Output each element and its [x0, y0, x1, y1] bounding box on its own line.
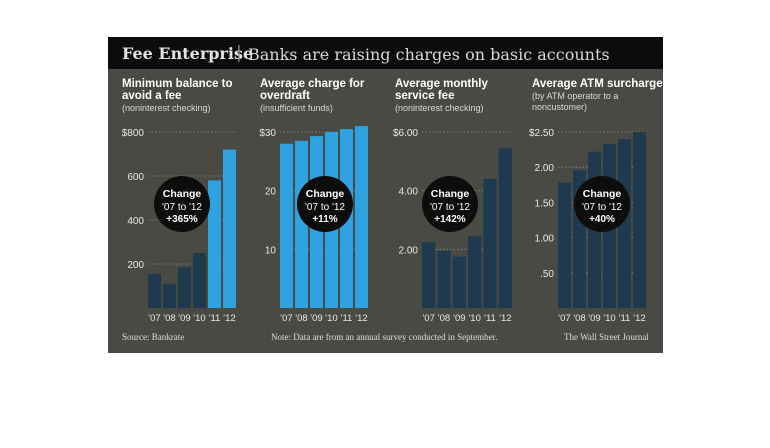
- panel-title: overdraft: [260, 90, 310, 102]
- y-tick-label: 1.50: [535, 198, 555, 209]
- panel-subtitle: (noninterest checking): [395, 103, 484, 113]
- change-label: Change: [163, 188, 202, 200]
- x-tick-label: '10: [603, 313, 615, 324]
- graphic-title: Fee Enterprise: [122, 44, 254, 63]
- change-period: '07 to '12: [430, 202, 470, 213]
- bar: [223, 149, 236, 308]
- title-separator: |: [236, 43, 242, 63]
- graphic-subtitle: Banks are raising charges on basic accou…: [248, 45, 610, 64]
- change-label: Change: [431, 188, 470, 200]
- bar: [208, 180, 221, 308]
- x-tick-label: '12: [633, 313, 645, 324]
- bar: [280, 143, 293, 308]
- panel-title: Minimum balance to: [122, 78, 233, 90]
- y-tick-label: 400: [127, 216, 144, 227]
- change-period: '07 to '12: [162, 202, 202, 213]
- title-bar: Fee Enterprise | Banks are raising charg…: [108, 37, 663, 69]
- bar: [633, 132, 646, 308]
- y-tick-label: 4.00: [399, 187, 419, 198]
- credit-line: The Wall Street Journal: [564, 332, 649, 342]
- x-tick-label: '12: [499, 313, 511, 324]
- x-tick-label: '08: [295, 313, 307, 324]
- panel-subtitle: (noninterest checking): [122, 103, 211, 113]
- change-value: +142%: [434, 214, 466, 225]
- bar: [558, 182, 571, 308]
- change-period: '07 to '12: [582, 202, 622, 213]
- x-tick-label: '07: [422, 313, 434, 324]
- y-tick-label: 2.00: [535, 163, 555, 174]
- change-circle: [574, 176, 630, 232]
- y-tick-label: $800: [122, 128, 145, 139]
- x-tick-label: '09: [178, 313, 190, 324]
- y-tick-label: .50: [540, 269, 554, 280]
- bar: [468, 236, 482, 308]
- bar: [618, 139, 631, 308]
- survey-note: Note: Data are from an annual survey con…: [271, 332, 498, 342]
- x-tick-label: '08: [573, 313, 585, 324]
- bar: [483, 178, 497, 308]
- y-tick-label: 1.00: [535, 234, 555, 245]
- x-tick-label: '07: [558, 313, 570, 324]
- bar: [178, 267, 191, 308]
- bar: [295, 140, 308, 308]
- bar: [422, 242, 436, 308]
- bar: [148, 273, 161, 308]
- x-tick-label: '12: [223, 313, 235, 324]
- change-value: +40%: [589, 214, 615, 225]
- bar: [163, 283, 176, 308]
- change-period: '07 to '12: [305, 202, 345, 213]
- bar: [452, 256, 466, 308]
- y-tick-label: 2.00: [399, 245, 419, 256]
- change-value: +365%: [166, 214, 198, 225]
- x-tick-label: '09: [310, 313, 322, 324]
- y-tick-label: 10: [265, 245, 277, 256]
- x-tick-label: '11: [619, 313, 631, 324]
- panel-subtitle: noncustomer): [532, 102, 587, 112]
- panel-title: service fee: [395, 90, 454, 102]
- y-tick-label: 600: [127, 172, 144, 183]
- y-tick-label: 200: [127, 260, 144, 271]
- change-label: Change: [306, 188, 345, 200]
- x-tick-label: '11: [209, 313, 221, 324]
- x-tick-label: '09: [453, 313, 465, 324]
- x-tick-label: '08: [438, 313, 450, 324]
- x-tick-label: '10: [468, 313, 480, 324]
- bar: [498, 148, 512, 308]
- panel-subtitle: (by ATM operator to a: [532, 91, 618, 101]
- change-circle: [297, 176, 353, 232]
- y-tick-label: $2.50: [529, 128, 554, 139]
- x-tick-label: '09: [588, 313, 600, 324]
- y-tick-label: $6.00: [393, 128, 418, 139]
- panel-title: Average monthly: [395, 78, 488, 90]
- x-tick-label: '11: [484, 313, 496, 324]
- panel-title: Average charge for: [260, 78, 365, 90]
- panel-subtitle: (insufficient funds): [260, 103, 333, 113]
- infographic: Minimum balance to avoid a fee (noninteres…: [108, 37, 663, 353]
- change-circle: [422, 176, 478, 232]
- x-tick-label: '10: [193, 313, 205, 324]
- bar: [193, 253, 206, 308]
- change-value: +11%: [312, 214, 337, 225]
- panel-title: avoid a fee: [122, 90, 181, 102]
- bar: [437, 250, 451, 308]
- bar: [355, 126, 368, 308]
- x-tick-label: '07: [280, 313, 292, 324]
- panel-title: Average ATM surcharge: [532, 78, 663, 90]
- x-tick-label: '12: [355, 313, 367, 324]
- y-tick-label: $30: [259, 128, 276, 139]
- x-tick-label: '07: [148, 313, 160, 324]
- change-label: Change: [583, 188, 622, 200]
- y-tick-label: 20: [265, 187, 277, 198]
- x-tick-label: '10: [325, 313, 337, 324]
- x-tick-label: '08: [163, 313, 175, 324]
- x-tick-label: '11: [341, 313, 353, 324]
- change-circle: [154, 176, 210, 232]
- source-note: Source: Bankrate: [122, 332, 185, 342]
